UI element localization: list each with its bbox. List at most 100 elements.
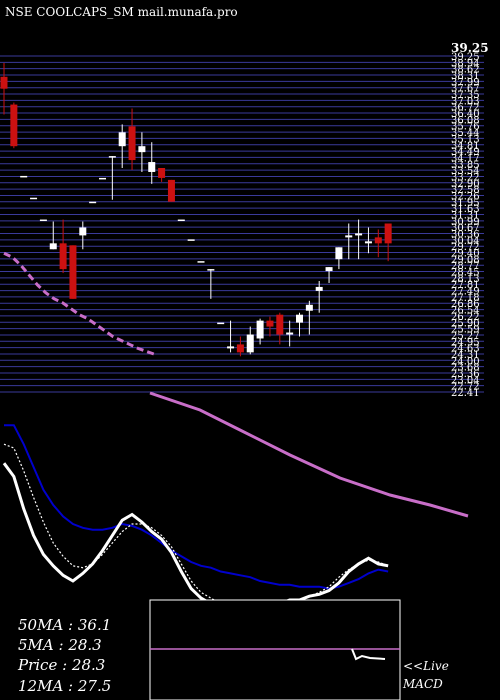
price-tick-label: 30.04 — [451, 236, 480, 247]
price-tick-label: 33.54 — [451, 166, 480, 177]
candle — [364, 227, 372, 254]
candle-body — [207, 269, 215, 271]
candle — [20, 175, 28, 178]
price-tick-label: 36.40 — [451, 109, 480, 120]
candle — [374, 229, 382, 258]
macd-inset-panel — [149, 599, 401, 700]
ma12-stat: 12MA : 27.5 — [18, 677, 111, 695]
price-tick-label: 29.40 — [451, 249, 480, 260]
candle-body — [286, 332, 294, 335]
price-tick-label: 35.44 — [451, 128, 480, 139]
candle — [49, 221, 57, 250]
price-tick-label: 30.99 — [451, 217, 480, 228]
candle — [59, 219, 67, 274]
candle — [207, 269, 215, 299]
signal-dotted-line — [3, 443, 389, 611]
top-price-label: 39.25 — [451, 41, 489, 55]
candle — [217, 322, 225, 325]
price-tick-label: 26.22 — [451, 312, 480, 323]
candle-body — [256, 320, 264, 339]
price-axis-labels: 39.2538.9438.6238.3137.9937.6737.3537.03… — [451, 52, 480, 399]
slow-moving-average-line — [3, 251, 156, 356]
candle — [296, 312, 303, 337]
price-tick-label: 35.13 — [451, 134, 480, 145]
price-tick-label: 28.45 — [451, 268, 480, 279]
candle-body — [49, 243, 57, 250]
price-tick-label: 34.17 — [451, 153, 480, 164]
candle — [227, 320, 235, 353]
candle-body — [167, 179, 175, 202]
price-tick-label: 37.67 — [451, 84, 480, 95]
candle — [384, 223, 392, 262]
candle — [108, 156, 116, 200]
price-tick-label: 30.67 — [451, 223, 480, 234]
price-tick-label: 26.54 — [451, 306, 480, 317]
candle-body — [246, 334, 254, 353]
price-gridlines — [0, 55, 484, 393]
price-tick-label: 22.72 — [451, 382, 480, 393]
price-tick-label: 32.58 — [451, 185, 480, 196]
candle-body — [335, 247, 343, 260]
candle — [128, 108, 136, 170]
candle — [335, 247, 343, 270]
macd-line — [4, 424, 389, 590]
candle — [89, 201, 97, 204]
price-tick-label: 27.49 — [451, 287, 480, 298]
price-stat: Price : 28.3 — [17, 656, 105, 674]
candle — [39, 219, 47, 222]
candle-body — [187, 239, 195, 241]
candle — [177, 219, 185, 222]
candle — [345, 223, 353, 260]
candle-body — [177, 219, 185, 222]
price-tick-label: 39.25 — [451, 52, 480, 63]
candle-body — [374, 237, 382, 244]
macd-inset-histogram-line — [351, 648, 386, 661]
macd-label-live: <<Live — [403, 659, 449, 673]
price-tick-label: 31.63 — [451, 204, 480, 215]
candle — [276, 312, 284, 345]
candle — [30, 197, 38, 200]
candle-body — [384, 223, 392, 244]
candle — [286, 320, 294, 347]
price-tick-label: 28.77 — [451, 261, 480, 272]
price-tick-label: 27.81 — [451, 280, 480, 291]
price-tick-label: 28.13 — [451, 274, 480, 285]
candle-body — [296, 314, 303, 323]
candle-body — [236, 344, 244, 353]
candle-body — [79, 227, 87, 236]
price-tick-label: 23.36 — [451, 369, 480, 380]
price-tick-label: 36.72 — [451, 103, 480, 114]
price-tick-label: 24.95 — [451, 337, 480, 348]
candle-body — [364, 241, 372, 244]
candlestick-series — [0, 62, 392, 357]
candle — [246, 326, 254, 355]
price-tick-label: 22.41 — [451, 388, 480, 399]
candle — [0, 62, 8, 115]
price-tick-label: 29.72 — [451, 242, 480, 253]
candle — [138, 132, 146, 172]
price-tick-label: 24.31 — [451, 350, 480, 361]
price-tick-label: 23.04 — [451, 375, 480, 386]
candle — [118, 124, 126, 168]
price-tick-label: 26.86 — [451, 299, 480, 310]
candle-body — [30, 197, 38, 200]
candle — [355, 219, 363, 260]
price-tick-label: 25.59 — [451, 325, 480, 336]
candle-body — [197, 261, 205, 263]
price-tick-label: 38.94 — [451, 58, 480, 69]
candle — [315, 280, 323, 313]
candle-body — [315, 286, 323, 291]
candle-body — [305, 304, 313, 311]
price-tick-label: 37.35 — [451, 90, 480, 101]
candle-body — [217, 322, 225, 325]
candle — [236, 336, 244, 357]
candle — [325, 267, 333, 283]
price-tick-label: 30.36 — [451, 230, 480, 241]
candle — [197, 261, 205, 263]
candle — [158, 168, 166, 182]
price-tick-label: 37.03 — [451, 96, 480, 107]
price-tick-label: 34.49 — [451, 147, 480, 158]
candle-body — [158, 168, 166, 178]
candle-body — [39, 219, 47, 222]
